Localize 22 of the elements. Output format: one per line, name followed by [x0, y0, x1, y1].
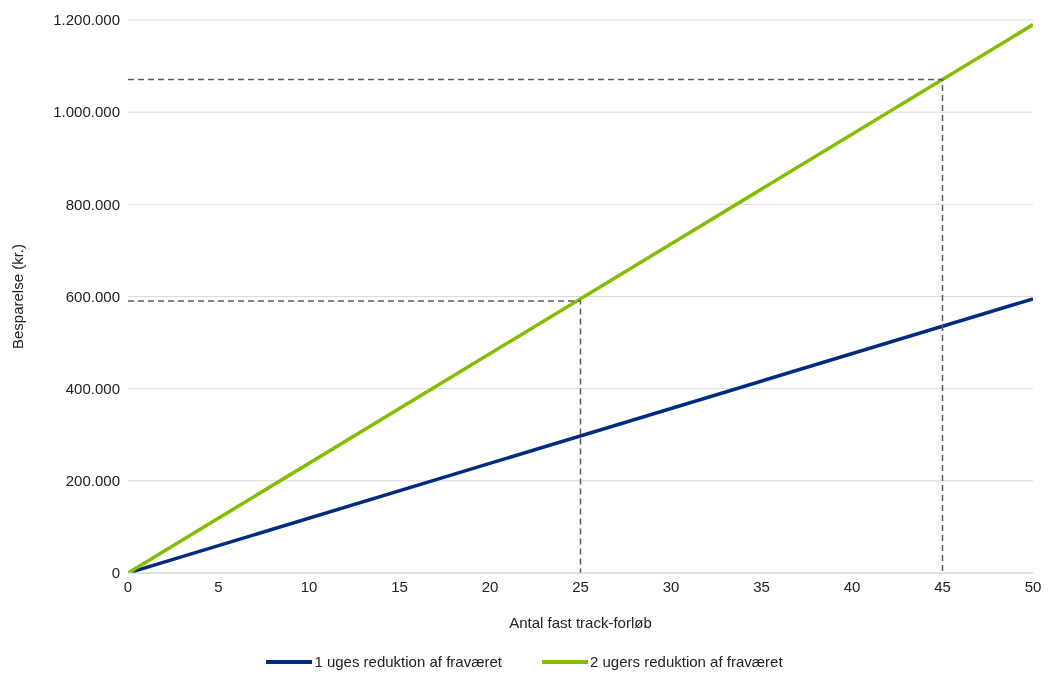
- x-tick-label: 0: [123, 577, 133, 595]
- x-tick-label: 15: [391, 577, 408, 595]
- y-tick-label: 1.200.000: [53, 11, 120, 29]
- y-axis-title: Besparelse (kr.): [9, 243, 27, 350]
- x-tick-label: 35: [753, 577, 770, 595]
- x-tick-label: 10: [300, 577, 318, 595]
- y-tick-label: 1.000.000: [53, 103, 120, 121]
- x-tick-label: 25: [572, 577, 589, 595]
- x-tick-label: 5: [214, 577, 223, 595]
- x-tick-label: 45: [934, 577, 951, 595]
- y-tick-label: 600.000: [65, 287, 120, 305]
- y-tick-label: 200.000: [65, 472, 120, 490]
- y-tick-label: 0: [111, 564, 120, 582]
- y-tick-label: 800.000: [65, 195, 120, 213]
- x-tick-label: 40: [843, 577, 861, 595]
- x-tick-label: 20: [481, 577, 499, 595]
- x-tick-label: 50: [1024, 577, 1042, 595]
- x-tick-label: 30: [662, 577, 680, 595]
- y-tick-label: 400.000: [65, 379, 120, 397]
- legend-label: 2 ugers reduktion af fraværet: [589, 653, 783, 670]
- x-axis-title: Antal fast track-forløb: [509, 614, 652, 631]
- legend-label: 1 uges reduktion af fraværet: [313, 653, 502, 670]
